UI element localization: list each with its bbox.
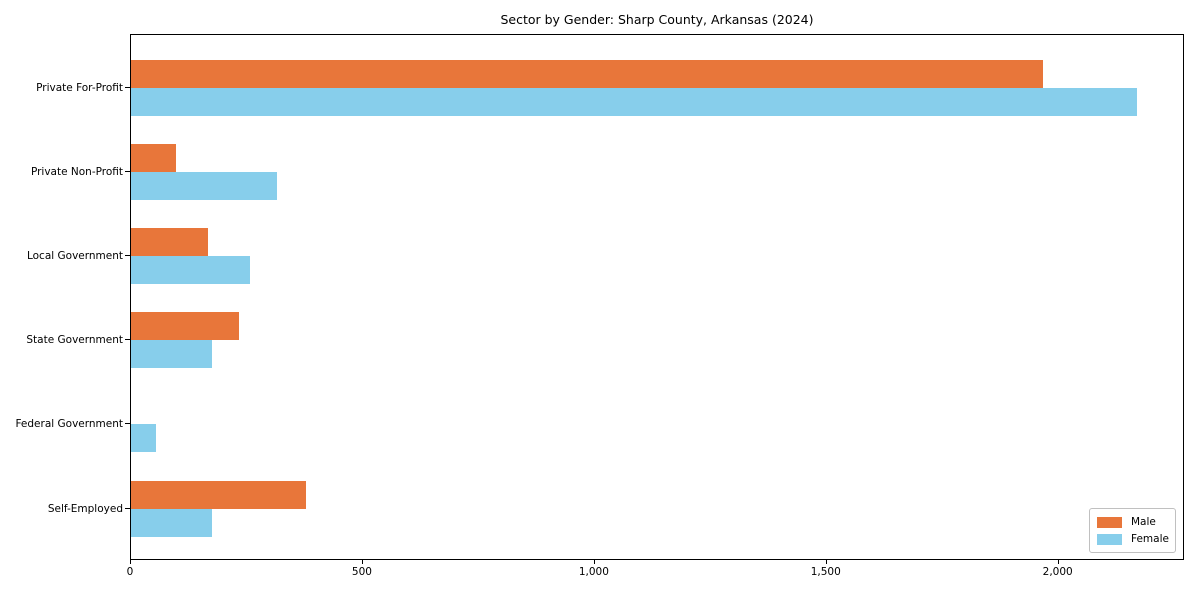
- y-axis-label-private-non-profit: Private Non-Profit: [30, 166, 123, 179]
- y-tick-private-non-profit: [125, 171, 130, 173]
- x-axis-label-2000: 2,000: [1042, 566, 1073, 578]
- x-tick-1500: [825, 560, 827, 564]
- bar-male-self-employed: [131, 480, 306, 509]
- bar-female-state-government: [131, 340, 213, 369]
- bar-female-federal-government: [131, 424, 157, 453]
- legend-label-male: Male: [1131, 516, 1156, 528]
- x-tick-2000: [1057, 560, 1059, 564]
- y-axis-label-local-government: Local Government: [26, 250, 123, 263]
- bar-male-local-government: [131, 228, 208, 257]
- y-axis-label-private-for-profit: Private For-Profit: [36, 82, 123, 94]
- y-tick-self-employed: [125, 507, 130, 509]
- legend: Male Female: [1089, 508, 1176, 553]
- male-series-swatch: [1097, 517, 1122, 528]
- legend-label-female: Female: [1131, 533, 1169, 545]
- female-series-swatch: [1097, 534, 1122, 545]
- x-axis-label-1500: 1,500: [810, 566, 841, 578]
- y-axis-label-federal-government: Federal Government: [15, 418, 123, 431]
- plot-area: Male Female: [125, 34, 1184, 560]
- bar-male-state-government: [131, 312, 239, 341]
- y-tick-local-government: [125, 255, 130, 257]
- x-axis-label-500: 500: [351, 566, 372, 578]
- y-tick-private-for-profit: [125, 87, 130, 88]
- bar-female-private-for-profit: [131, 88, 1137, 116]
- bar-female-local-government: [131, 256, 250, 285]
- legend-entry-male: Male: [1097, 515, 1168, 530]
- y-axis-label-state-government: State Government: [26, 334, 123, 347]
- bar-male-private-for-profit: [131, 60, 1043, 88]
- x-axis-label-0: 0: [126, 566, 134, 578]
- legend-entry-female: Female: [1097, 532, 1169, 547]
- bar-female-private-non-profit: [131, 172, 278, 201]
- x-tick-0: [130, 560, 131, 564]
- bar-male-private-non-profit: [131, 144, 176, 173]
- y-axis-label-self-employed: Self-Employed: [47, 502, 123, 515]
- bar-female-self-employed: [131, 508, 213, 537]
- y-tick-federal-government: [125, 423, 130, 425]
- y-tick-state-government: [125, 339, 130, 341]
- chart-title: Sector by Gender: Sharp County, Arkansas…: [500, 12, 814, 27]
- x-tick-500: [361, 560, 363, 564]
- x-tick-1000: [593, 560, 595, 564]
- x-axis-label-1000: 1,000: [578, 566, 609, 578]
